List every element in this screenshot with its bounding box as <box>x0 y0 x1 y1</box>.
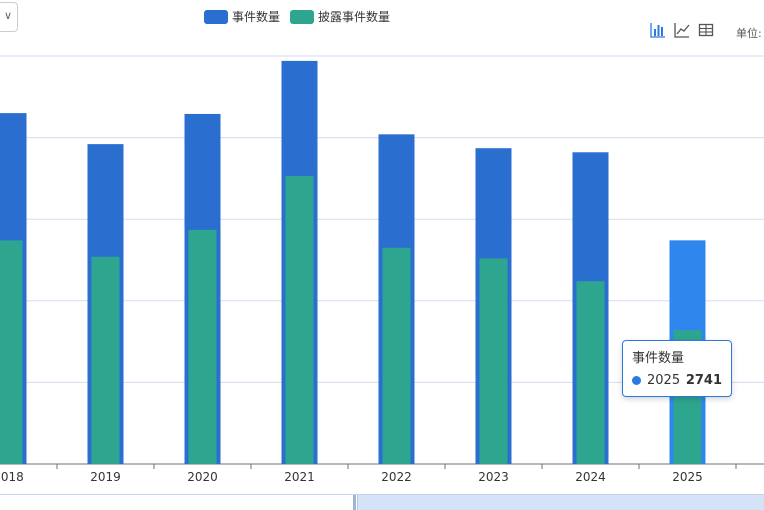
chart-tooltip: 事件数量 2025 2741 <box>622 340 732 397</box>
bar-disclosed-2024 <box>576 281 605 464</box>
x-tick-label-2022: 2022 <box>381 470 412 484</box>
legend-label-disclosed: 披露事件数量 <box>318 10 391 24</box>
bar-disclosed-2021 <box>285 175 314 464</box>
tooltip-category: 2025 <box>647 373 681 388</box>
tooltip-row: 2025 2741 <box>632 373 722 388</box>
x-tick-label-2018: 2018 <box>0 470 24 484</box>
x-tick-label-2019: 2019 <box>90 470 121 484</box>
filter-select[interactable]: ∨ <box>0 2 18 32</box>
unit-label: 单位: <box>736 27 762 40</box>
legend-swatch-events <box>204 9 228 24</box>
chart-legend: 事件数量 披露事件数量 <box>204 8 390 25</box>
data-zoom-handle[interactable] <box>353 495 356 510</box>
bar-disclosed-2022 <box>382 247 411 464</box>
bar-disclosed-2019 <box>91 256 120 464</box>
legend-label-events: 事件数量 <box>232 10 281 24</box>
legend-swatch-disclosed <box>290 9 315 24</box>
legend-item-events[interactable]: 事件数量 <box>204 8 280 25</box>
bar-chart: 2018 2019 2020 2021 2022 2023 2024 2025 <box>0 55 764 484</box>
data-zoom-slider[interactable] <box>0 494 764 510</box>
legend-item-disclosed[interactable]: 披露事件数量 <box>290 8 390 25</box>
data-zoom-selected-range[interactable] <box>357 495 764 510</box>
bar-disclosed-2018 <box>0 240 23 464</box>
chart-toolbox <box>650 22 714 38</box>
x-tick-label-2023: 2023 <box>478 470 509 484</box>
bar-chart-icon[interactable] <box>650 22 666 38</box>
bar-disclosed-2020 <box>188 229 217 464</box>
tooltip-value: 2741 <box>685 373 722 388</box>
x-tick-label-2021: 2021 <box>284 470 315 484</box>
tooltip-title: 事件数量 <box>632 351 685 366</box>
line-chart-icon[interactable] <box>674 22 690 38</box>
chevron-down-icon: ∨ <box>3 9 12 22</box>
table-icon[interactable] <box>698 22 714 38</box>
tooltip-series-dot <box>632 376 641 385</box>
bar-disclosed-2023 <box>479 258 508 464</box>
x-tick-label-2020: 2020 <box>187 470 218 484</box>
x-tick-label-2025: 2025 <box>672 470 703 484</box>
x-tick-label-2024: 2024 <box>575 470 606 484</box>
